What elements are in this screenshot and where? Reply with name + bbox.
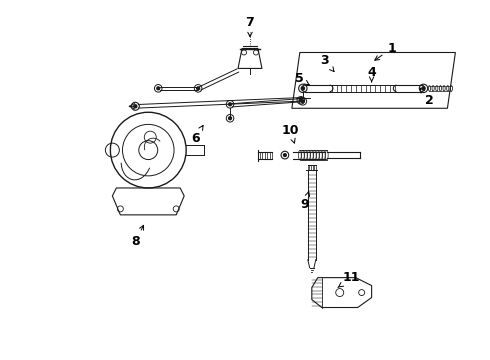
- Circle shape: [301, 87, 304, 90]
- Text: 3: 3: [320, 54, 334, 72]
- Text: 8: 8: [131, 225, 144, 248]
- Circle shape: [134, 105, 137, 108]
- Text: 6: 6: [191, 126, 203, 145]
- Circle shape: [196, 87, 199, 90]
- Circle shape: [284, 154, 286, 157]
- Text: 5: 5: [295, 72, 309, 85]
- Circle shape: [229, 103, 231, 106]
- Text: 1: 1: [375, 42, 396, 60]
- Circle shape: [157, 87, 160, 90]
- Text: 9: 9: [300, 192, 310, 211]
- Circle shape: [299, 99, 302, 102]
- Text: 4: 4: [368, 66, 376, 82]
- Text: 7: 7: [245, 16, 254, 37]
- Text: 2: 2: [420, 88, 434, 107]
- Circle shape: [422, 87, 425, 90]
- Text: 11: 11: [338, 271, 361, 288]
- Circle shape: [229, 117, 231, 120]
- Circle shape: [301, 100, 304, 103]
- Text: 10: 10: [281, 124, 298, 143]
